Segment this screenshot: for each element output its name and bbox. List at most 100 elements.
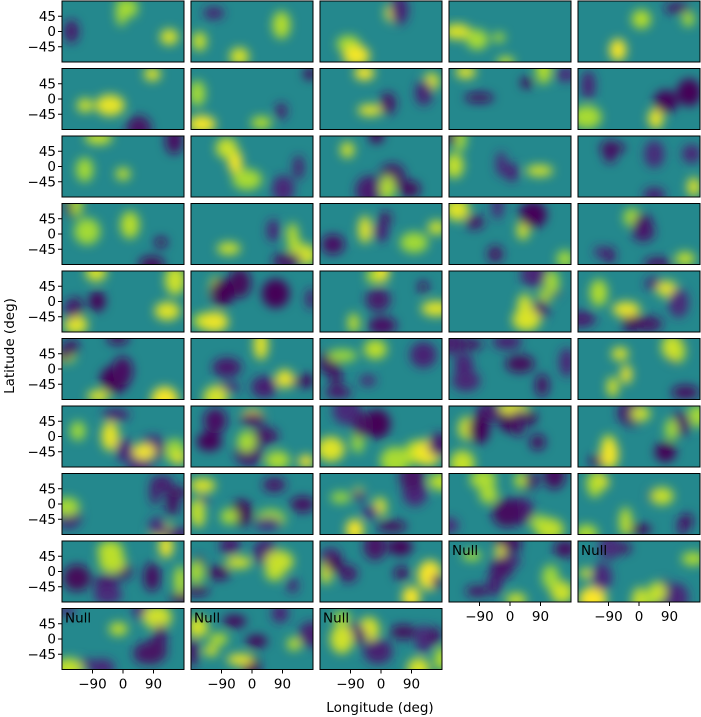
y-tick-label: 45 <box>39 346 56 362</box>
y-tick-label: 45 <box>39 481 56 497</box>
map-feature <box>497 56 515 62</box>
map-panel <box>448 338 572 400</box>
panel-frame <box>319 338 443 400</box>
y-tick-label: 45 <box>39 549 56 565</box>
map-feature <box>650 487 674 505</box>
map-feature <box>681 552 700 566</box>
x-tick-label: 90 <box>532 609 549 625</box>
map-feature <box>165 136 184 155</box>
map-feature <box>358 215 372 244</box>
map-panel: 450−45 <box>28 135 185 198</box>
map-feature <box>272 252 302 265</box>
panel-background <box>449 203 571 265</box>
map-feature <box>217 242 241 255</box>
map-panel <box>190 135 314 198</box>
map-feature <box>427 220 442 235</box>
y-tick-label: 0 <box>47 632 56 648</box>
map-feature <box>151 386 179 400</box>
map-feature <box>682 513 693 530</box>
x-axis-label: Longitude (deg) <box>326 700 433 716</box>
map-feature <box>298 455 313 467</box>
map-feature <box>172 452 184 465</box>
map-feature <box>421 301 442 317</box>
panel-frame <box>577 203 701 265</box>
map-feature <box>644 140 665 168</box>
map-feature <box>599 142 626 153</box>
map-feature <box>668 288 689 318</box>
map-panel <box>319 473 443 535</box>
map-feature <box>681 144 700 164</box>
map-feature <box>512 408 526 437</box>
panel-grid: 450−45450−45450−45450−45450−45450−45450−… <box>28 0 701 693</box>
map-panel: 450−45 <box>28 338 185 400</box>
map-feature <box>643 257 672 265</box>
map-panel <box>577 0 701 63</box>
map-feature <box>465 585 490 597</box>
x-tick-label: 90 <box>661 609 678 625</box>
map-feature <box>355 175 384 197</box>
map-panel <box>448 203 572 265</box>
panel-frame <box>190 203 314 265</box>
map-feature <box>398 180 421 197</box>
map-feature <box>452 370 481 392</box>
map-feature <box>95 94 125 116</box>
map-panel: −90 0 90 Null <box>319 608 443 693</box>
map-feature <box>505 354 535 373</box>
y-tick-label: 0 <box>47 362 56 378</box>
map-feature <box>468 414 490 444</box>
map-panel <box>577 405 701 468</box>
map-feature <box>196 432 222 452</box>
map-feature <box>504 163 519 182</box>
map-feature <box>215 137 238 159</box>
map-panel <box>190 338 314 400</box>
map-panel <box>190 540 314 603</box>
map-feature <box>332 611 352 625</box>
map-feature <box>514 473 527 489</box>
map-feature <box>363 339 387 360</box>
map-feature <box>88 290 106 312</box>
map-feature <box>415 625 433 654</box>
map-feature <box>665 418 678 441</box>
panel-frame <box>190 270 314 333</box>
map-feature <box>498 406 529 415</box>
map-feature <box>603 246 616 265</box>
panel-frame <box>448 135 572 198</box>
map-panel <box>577 338 701 400</box>
map-feature <box>275 102 287 120</box>
map-feature <box>325 555 343 573</box>
map-feature <box>542 564 559 590</box>
map-feature <box>70 421 86 441</box>
map-feature <box>363 409 391 439</box>
y-tick-label: −45 <box>28 242 57 258</box>
panel-frame <box>577 338 701 400</box>
map-feature <box>62 497 80 517</box>
map-feature <box>345 518 364 535</box>
map-feature <box>611 347 629 361</box>
y-tick-label: 45 <box>39 211 56 227</box>
map-feature <box>342 45 370 62</box>
map-feature <box>687 177 700 197</box>
map-feature <box>148 516 167 535</box>
map-panel <box>319 338 443 400</box>
map-feature <box>347 313 360 332</box>
map-feature <box>160 29 179 45</box>
map-feature <box>418 280 429 294</box>
map-feature <box>212 357 242 377</box>
map-feature <box>222 615 247 628</box>
map-panel <box>448 270 572 333</box>
map-feature <box>675 251 695 265</box>
map-feature <box>579 568 592 579</box>
map-feature <box>101 421 119 451</box>
map-feature <box>428 473 442 491</box>
map-feature <box>643 187 666 197</box>
y-tick-label: 0 <box>47 159 56 175</box>
y-tick-label: 0 <box>47 564 56 580</box>
map-feature <box>325 385 352 399</box>
map-feature <box>292 155 305 180</box>
map-feature <box>154 237 168 248</box>
panel-background <box>62 68 184 130</box>
map-feature <box>470 473 497 490</box>
map-feature <box>676 78 700 107</box>
map-feature <box>449 23 472 40</box>
